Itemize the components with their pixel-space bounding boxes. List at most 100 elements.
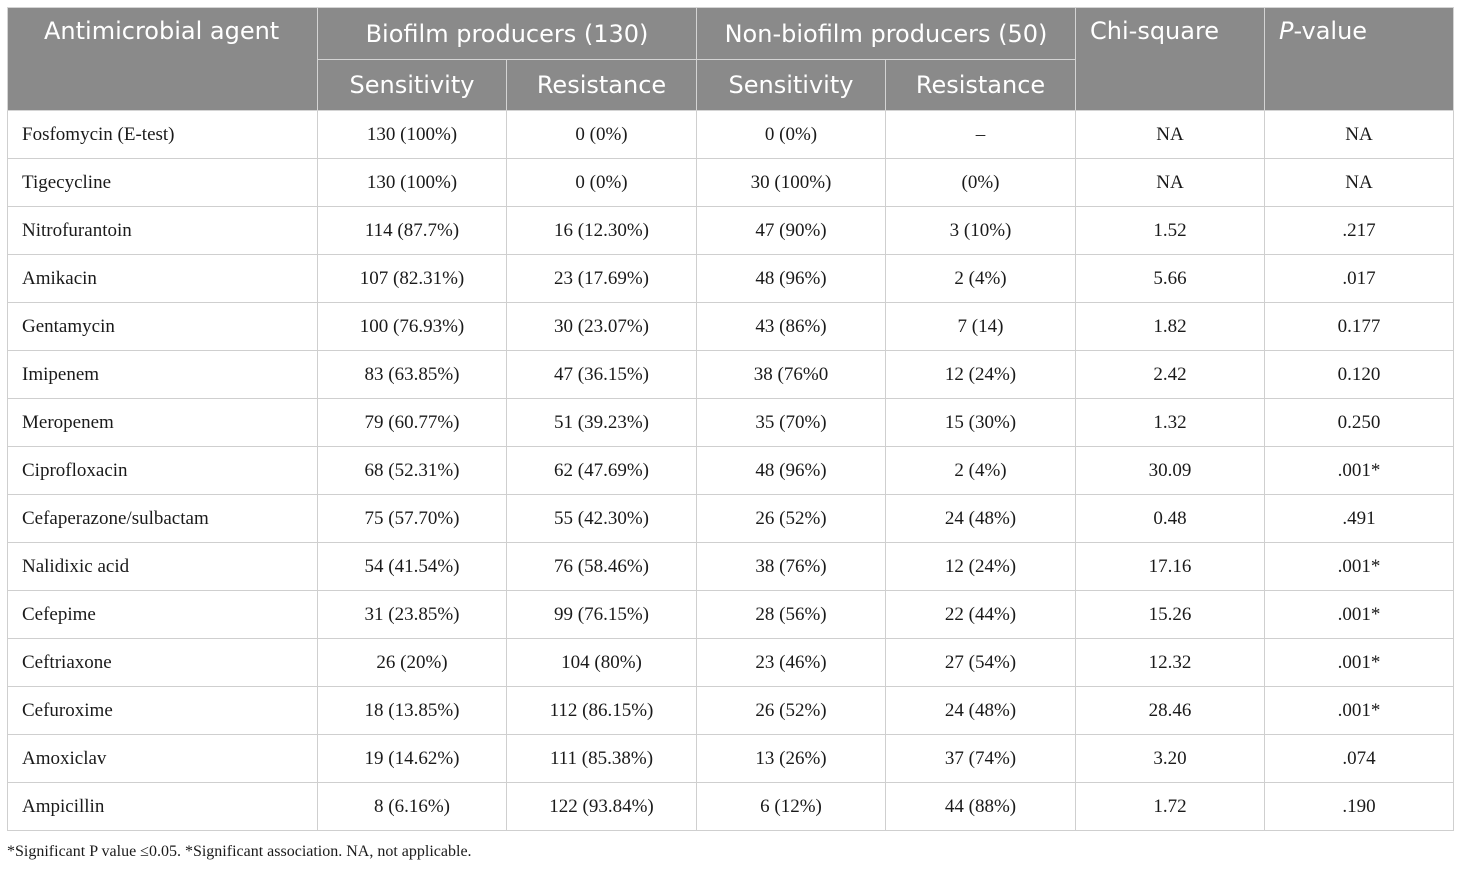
table-row: Nitrofurantoin 114 (87.7%) 16 (12.30%) 4…	[7, 206, 1455, 255]
agent-cell: Ceftriaxone	[7, 638, 318, 687]
agent-cell: Ampicillin	[7, 782, 318, 831]
agent-cell: Nalidixic acid	[7, 542, 318, 591]
chi-square-cell: 0.48	[1075, 494, 1266, 543]
p-value-cell: .017	[1264, 254, 1455, 303]
table-header: Antimicrobial agent Biofilm producers (1…	[7, 7, 1455, 111]
nonbiofilm-sensitivity-cell: 35 (70%)	[696, 398, 886, 447]
nonbiofilm-resistance-cell: 37 (74%)	[884, 734, 1077, 783]
chi-square-cell: 17.16	[1075, 542, 1266, 591]
biofilm-sensitivity-cell: 83 (63.85%)	[317, 350, 507, 399]
p-value-cell: 0.120	[1264, 350, 1455, 399]
chi-square-cell: 30.09	[1075, 446, 1266, 495]
chi-square-cell: 5.66	[1075, 254, 1266, 303]
chi-square-cell: NA	[1075, 158, 1266, 207]
nonbiofilm-resistance-cell: 22 (44%)	[884, 590, 1077, 639]
table-row: Meropenem 79 (60.77%) 51 (39.23%) 35 (70…	[7, 398, 1455, 447]
header-antimicrobial-agent: Antimicrobial agent	[7, 7, 318, 111]
nonbiofilm-sensitivity-cell: 38 (76%0	[696, 350, 886, 399]
nonbiofilm-resistance-cell: 12 (24%)	[884, 350, 1077, 399]
p-value-cell: .001*	[1264, 446, 1455, 495]
nonbiofilm-resistance-cell: 2 (4%)	[884, 446, 1077, 495]
table-row: Ceftriaxone 26 (20%) 104 (80%) 23 (46%) …	[7, 638, 1455, 687]
biofilm-sensitivity-cell: 100 (76.93%)	[317, 302, 507, 351]
header-non-biofilm-producers: Non-biofilm producers (50)	[695, 7, 1077, 60]
header-chi-square: Chi-square	[1075, 7, 1266, 111]
p-value-cell: 0.250	[1264, 398, 1455, 447]
chi-square-cell: 1.72	[1075, 782, 1266, 831]
table-row: Ciprofloxacin 68 (52.31%) 62 (47.69%) 48…	[7, 446, 1455, 495]
table-row: Fosfomycin (E-test) 130 (100%) 0 (0%) 0 …	[7, 110, 1455, 159]
biofilm-resistance-cell: 51 (39.23%)	[506, 398, 697, 447]
biofilm-resistance-cell: 16 (12.30%)	[506, 206, 697, 255]
nonbiofilm-resistance-cell: 12 (24%)	[884, 542, 1077, 591]
table-row: Cefepime 31 (23.85%) 99 (76.15%) 28 (56%…	[7, 590, 1455, 639]
table-footnote: *Significant P value ≤0.05. *Significant…	[7, 843, 472, 860]
biofilm-resistance-cell: 99 (76.15%)	[506, 590, 697, 639]
biofilm-resistance-cell: 122 (93.84%)	[506, 782, 697, 831]
nonbiofilm-resistance-cell: 3 (10%)	[884, 206, 1077, 255]
table-row: Imipenem 83 (63.85%) 47 (36.15%) 38 (76%…	[7, 350, 1455, 399]
header-nonbiofilm-resistance: Resistance	[884, 59, 1077, 111]
p-value-cell: .001*	[1264, 542, 1455, 591]
nonbiofilm-resistance-cell: 24 (48%)	[884, 494, 1077, 543]
agent-cell: Amoxiclav	[7, 734, 318, 783]
nonbiofilm-resistance-cell: 7 (14)	[884, 302, 1077, 351]
nonbiofilm-sensitivity-cell: 28 (56%)	[696, 590, 886, 639]
p-value-cell: .491	[1264, 494, 1455, 543]
agent-cell: Gentamycin	[7, 302, 318, 351]
p-value-cell: .001*	[1264, 686, 1455, 735]
chi-square-cell: 28.46	[1075, 686, 1266, 735]
nonbiofilm-resistance-cell: –	[884, 110, 1077, 159]
table-row: Cefaperazone/sulbactam 75 (57.70%) 55 (4…	[7, 494, 1455, 543]
nonbiofilm-sensitivity-cell: 48 (96%)	[696, 254, 886, 303]
chi-square-cell: 3.20	[1075, 734, 1266, 783]
chi-square-cell: 15.26	[1075, 590, 1266, 639]
agent-cell: Cefaperazone/sulbactam	[7, 494, 318, 543]
agent-cell: Amikacin	[7, 254, 318, 303]
antimicrobial-susceptibility-table: Antimicrobial agent Biofilm producers (1…	[7, 7, 1455, 831]
table-row: Amikacin 107 (82.31%) 23 (17.69%) 48 (96…	[7, 254, 1455, 303]
p-value-cell: .001*	[1264, 590, 1455, 639]
table-body: Fosfomycin (E-test) 130 (100%) 0 (0%) 0 …	[7, 110, 1455, 831]
nonbiofilm-resistance-cell: 15 (30%)	[884, 398, 1077, 447]
agent-cell: Cefuroxime	[7, 686, 318, 735]
agent-cell: Cefepime	[7, 590, 318, 639]
nonbiofilm-resistance-cell: 24 (48%)	[884, 686, 1077, 735]
biofilm-sensitivity-cell: 31 (23.85%)	[317, 590, 507, 639]
p-value-cell: NA	[1264, 110, 1455, 159]
biofilm-sensitivity-cell: 114 (87.7%)	[317, 206, 507, 255]
agent-cell: Imipenem	[7, 350, 318, 399]
table-row: Ampicillin 8 (6.16%) 122 (93.84%) 6 (12%…	[7, 782, 1455, 831]
p-value-cell: .190	[1264, 782, 1455, 831]
nonbiofilm-sensitivity-cell: 0 (0%)	[696, 110, 886, 159]
header-nonbiofilm-sensitivity: Sensitivity	[696, 59, 886, 111]
header-biofilm-resistance: Resistance	[506, 59, 697, 111]
biofilm-resistance-cell: 23 (17.69%)	[506, 254, 697, 303]
biofilm-resistance-cell: 112 (86.15%)	[506, 686, 697, 735]
agent-cell: Meropenem	[7, 398, 318, 447]
biofilm-sensitivity-cell: 68 (52.31%)	[317, 446, 507, 495]
nonbiofilm-resistance-cell: 44 (88%)	[884, 782, 1077, 831]
nonbiofilm-sensitivity-cell: 43 (86%)	[696, 302, 886, 351]
nonbiofilm-sensitivity-cell: 47 (90%)	[696, 206, 886, 255]
chi-square-cell: 1.82	[1075, 302, 1266, 351]
nonbiofilm-sensitivity-cell: 38 (76%)	[696, 542, 886, 591]
biofilm-resistance-cell: 104 (80%)	[506, 638, 697, 687]
chi-square-cell: 2.42	[1075, 350, 1266, 399]
biofilm-sensitivity-cell: 18 (13.85%)	[317, 686, 507, 735]
biofilm-sensitivity-cell: 54 (41.54%)	[317, 542, 507, 591]
table-row: Gentamycin 100 (76.93%) 30 (23.07%) 43 (…	[7, 302, 1455, 351]
nonbiofilm-resistance-cell: 2 (4%)	[884, 254, 1077, 303]
header-p-value-suffix: -value	[1293, 17, 1368, 45]
biofilm-sensitivity-cell: 19 (14.62%)	[317, 734, 507, 783]
p-value-cell: .074	[1264, 734, 1455, 783]
agent-cell: Ciprofloxacin	[7, 446, 318, 495]
agent-cell: Tigecycline	[7, 158, 318, 207]
biofilm-sensitivity-cell: 130 (100%)	[317, 158, 507, 207]
antimicrobial-table-container: Antimicrobial agent Biofilm producers (1…	[7, 7, 1455, 831]
biofilm-resistance-cell: 55 (42.30%)	[506, 494, 697, 543]
chi-square-cell: NA	[1075, 110, 1266, 159]
biofilm-sensitivity-cell: 130 (100%)	[317, 110, 507, 159]
p-value-cell: 0.177	[1264, 302, 1455, 351]
biofilm-resistance-cell: 30 (23.07%)	[506, 302, 697, 351]
